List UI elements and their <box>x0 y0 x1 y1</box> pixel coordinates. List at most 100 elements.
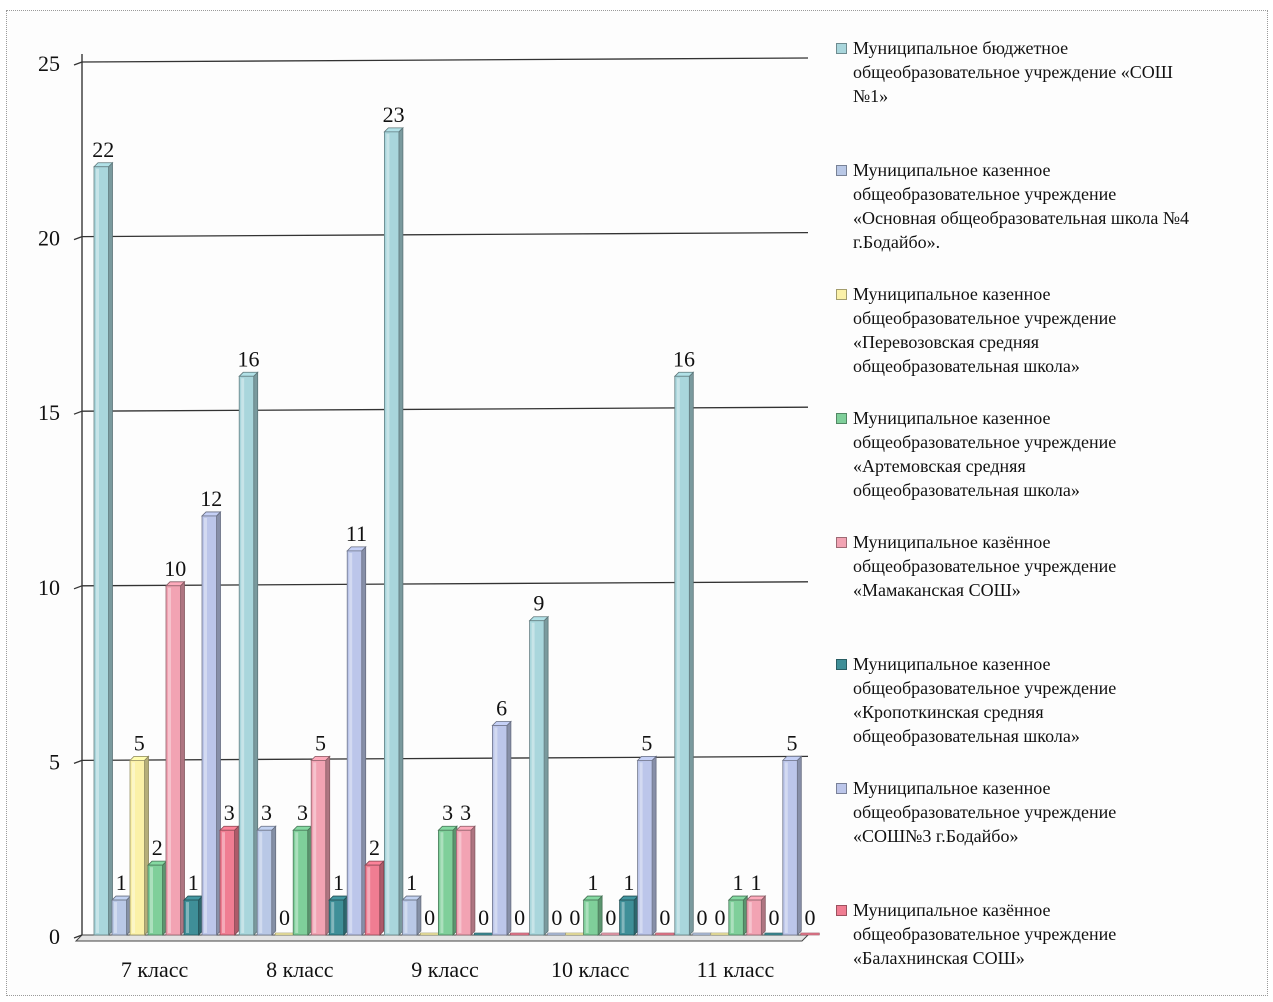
bar <box>710 932 730 936</box>
bar-highlight <box>96 168 99 933</box>
bar <box>582 895 604 936</box>
bar-front <box>183 899 199 936</box>
bar-highlight <box>748 902 752 933</box>
bar-front <box>111 899 127 936</box>
data-label: 0 <box>569 905 580 930</box>
bar-side <box>234 825 239 936</box>
bar-front <box>674 375 690 936</box>
y-tick-mark <box>73 235 83 241</box>
data-label: 0 <box>659 905 670 930</box>
bar-highlight <box>114 902 117 933</box>
bar <box>274 932 295 936</box>
chart-floor <box>74 934 810 942</box>
y-tick-label: 0 <box>49 924 60 949</box>
bar-front <box>219 829 235 936</box>
data-label: 12 <box>200 486 222 511</box>
bar-highlight <box>404 902 408 933</box>
bar <box>745 895 767 936</box>
gridline <box>81 231 809 238</box>
bar-front <box>310 760 327 936</box>
bar-zero <box>547 932 567 936</box>
bar <box>781 755 803 936</box>
x-tick-label: 11 класс <box>697 957 775 982</box>
bar <box>692 932 712 936</box>
bar-highlight <box>295 832 299 933</box>
data-label: 3 <box>460 800 471 825</box>
bar <box>510 932 530 936</box>
gridline <box>81 755 809 762</box>
bar-front <box>292 829 309 936</box>
legend-swatch <box>836 905 847 916</box>
bar-zero <box>274 932 295 936</box>
x-tick-label: 9 класс <box>411 957 479 982</box>
bar <box>310 755 331 936</box>
data-label: 0 <box>715 905 726 930</box>
bar-highlight <box>313 762 317 933</box>
bar <box>364 860 385 936</box>
bar-front <box>147 864 163 936</box>
bar-highlight <box>585 902 589 933</box>
bar-side <box>108 161 113 936</box>
legend-swatch <box>836 783 847 794</box>
bar-zero <box>710 932 730 936</box>
bar-front <box>256 829 273 936</box>
legend-label: Муниципальное казенное общеобразовательн… <box>853 778 1117 846</box>
data-label: 22 <box>92 137 114 162</box>
legend-item: Муниципальное казенное общеобразовательн… <box>836 776 1116 848</box>
bar <box>673 371 695 936</box>
data-label: 10 <box>164 556 186 581</box>
bar-highlight <box>440 832 444 933</box>
bar <box>238 371 259 936</box>
bar-highlight <box>730 902 734 933</box>
y-tick-label: 10 <box>38 575 60 600</box>
bar-zero <box>474 932 494 936</box>
bar-highlight <box>494 727 498 933</box>
bar-front <box>346 550 363 936</box>
bar-side <box>379 860 385 936</box>
y-tick-mark <box>73 585 83 590</box>
bar-front <box>364 864 381 936</box>
legend-swatch <box>836 413 847 424</box>
legend-label: Муниципальное бюджетное общеобразователь… <box>853 38 1173 106</box>
bar-highlight <box>150 867 153 933</box>
y-tick-mark <box>73 410 83 415</box>
bar <box>292 825 313 936</box>
bar-highlight <box>367 867 371 933</box>
legend-label: Муниципальное казенное общеобразовательн… <box>853 160 1190 252</box>
bar-front <box>728 899 744 936</box>
bar <box>147 860 168 936</box>
bar <box>437 825 458 936</box>
data-label: 3 <box>224 800 235 825</box>
bar-highlight <box>222 832 225 933</box>
bar-side <box>760 895 766 936</box>
bar-side <box>416 895 422 936</box>
bar-side <box>506 720 512 936</box>
gridline <box>81 406 809 412</box>
bar <box>93 161 114 936</box>
data-label: 5 <box>787 730 798 755</box>
legend-label: Муниципальное казённое общеобразовательн… <box>853 900 1117 968</box>
bar <box>800 932 820 936</box>
bar-highlight <box>639 762 643 933</box>
bar <box>455 825 476 936</box>
legend-label: Муниципальное казенное общеобразовательн… <box>853 408 1117 500</box>
bar <box>328 895 349 936</box>
bar <box>201 510 222 936</box>
bar <box>165 580 186 936</box>
gridline <box>81 57 809 63</box>
bar-side <box>688 371 694 936</box>
bar <box>547 932 567 936</box>
bar-front <box>746 899 762 936</box>
bar-highlight <box>531 622 535 933</box>
data-label: 0 <box>805 905 816 930</box>
bar-side <box>543 615 549 936</box>
data-label: 16 <box>237 346 259 371</box>
bar-zero <box>800 932 820 936</box>
bar <box>420 932 440 936</box>
bar <box>129 755 150 936</box>
bar-side <box>470 825 476 936</box>
bar-highlight <box>204 517 207 933</box>
bar-front <box>238 375 255 936</box>
bar-highlight <box>458 832 462 933</box>
data-label: 1 <box>333 870 344 895</box>
